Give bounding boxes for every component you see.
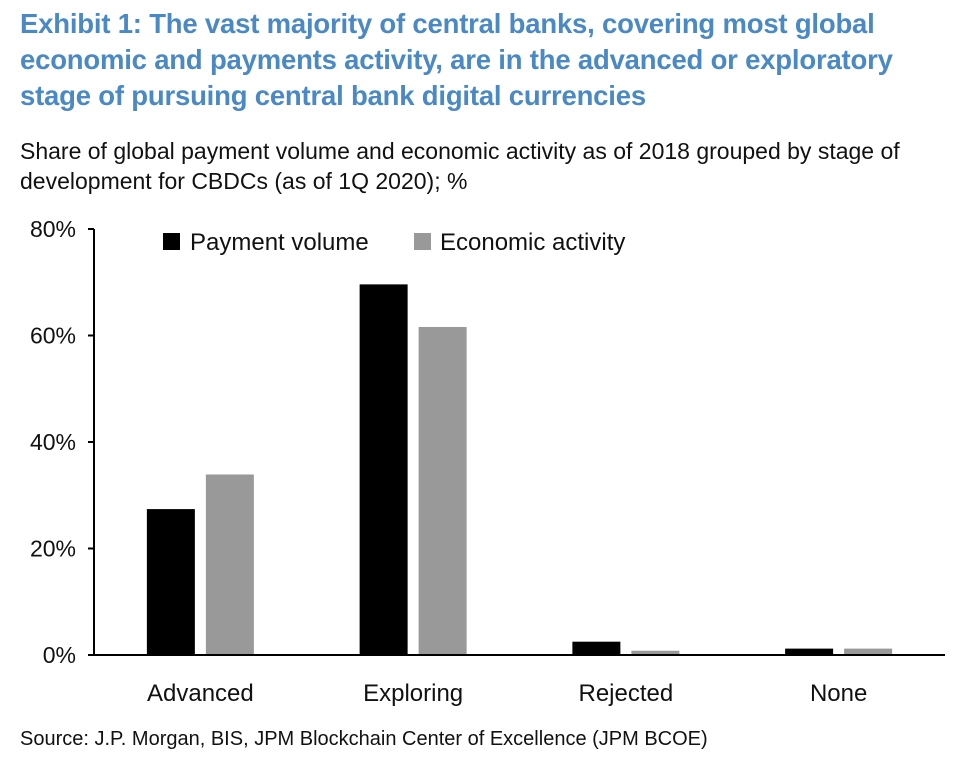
bar-exploring-economic-activity — [418, 326, 467, 655]
x-axis: Advanced Exploring Rejected None — [94, 654, 945, 707]
bar-rejected-economic-activity — [631, 650, 680, 655]
bars — [146, 284, 893, 655]
chart-title: Exhibit 1: The vast majority of central … — [20, 8, 893, 111]
x-tick-label: None — [810, 680, 867, 707]
x-tick-label: Rejected — [579, 680, 674, 707]
legend-swatch-payment-volume — [163, 233, 180, 250]
bar-exploring-payment-volume — [359, 284, 408, 655]
bar-rejected-payment-volume — [572, 641, 621, 655]
bar-none-economic-activity — [844, 648, 893, 655]
source-note: Source: J.P. Morgan, BIS, JPM Blockchain… — [20, 728, 708, 750]
bar-advanced-payment-volume — [146, 509, 195, 655]
legend: Payment volume Economic activity — [163, 229, 625, 256]
chart-subtitle: Share of global payment volume and econo… — [20, 138, 900, 194]
y-tick-label: 0% — [43, 642, 76, 668]
y-axis: 0% 20% 40% 60% 80% — [30, 216, 95, 668]
bar-none-payment-volume — [785, 648, 834, 655]
legend-swatch-economic-activity — [414, 233, 431, 250]
y-tick-label: 40% — [30, 429, 76, 455]
y-tick-label: 20% — [30, 536, 76, 562]
x-tick-label: Advanced — [147, 680, 254, 707]
legend-label-payment-volume: Payment volume — [190, 229, 369, 256]
x-tick-label: Exploring — [363, 680, 463, 707]
bar-advanced-economic-activity — [205, 474, 254, 655]
y-tick-label: 80% — [30, 216, 76, 242]
y-tick-label: 60% — [30, 323, 76, 349]
legend-label-economic-activity: Economic activity — [440, 229, 625, 256]
